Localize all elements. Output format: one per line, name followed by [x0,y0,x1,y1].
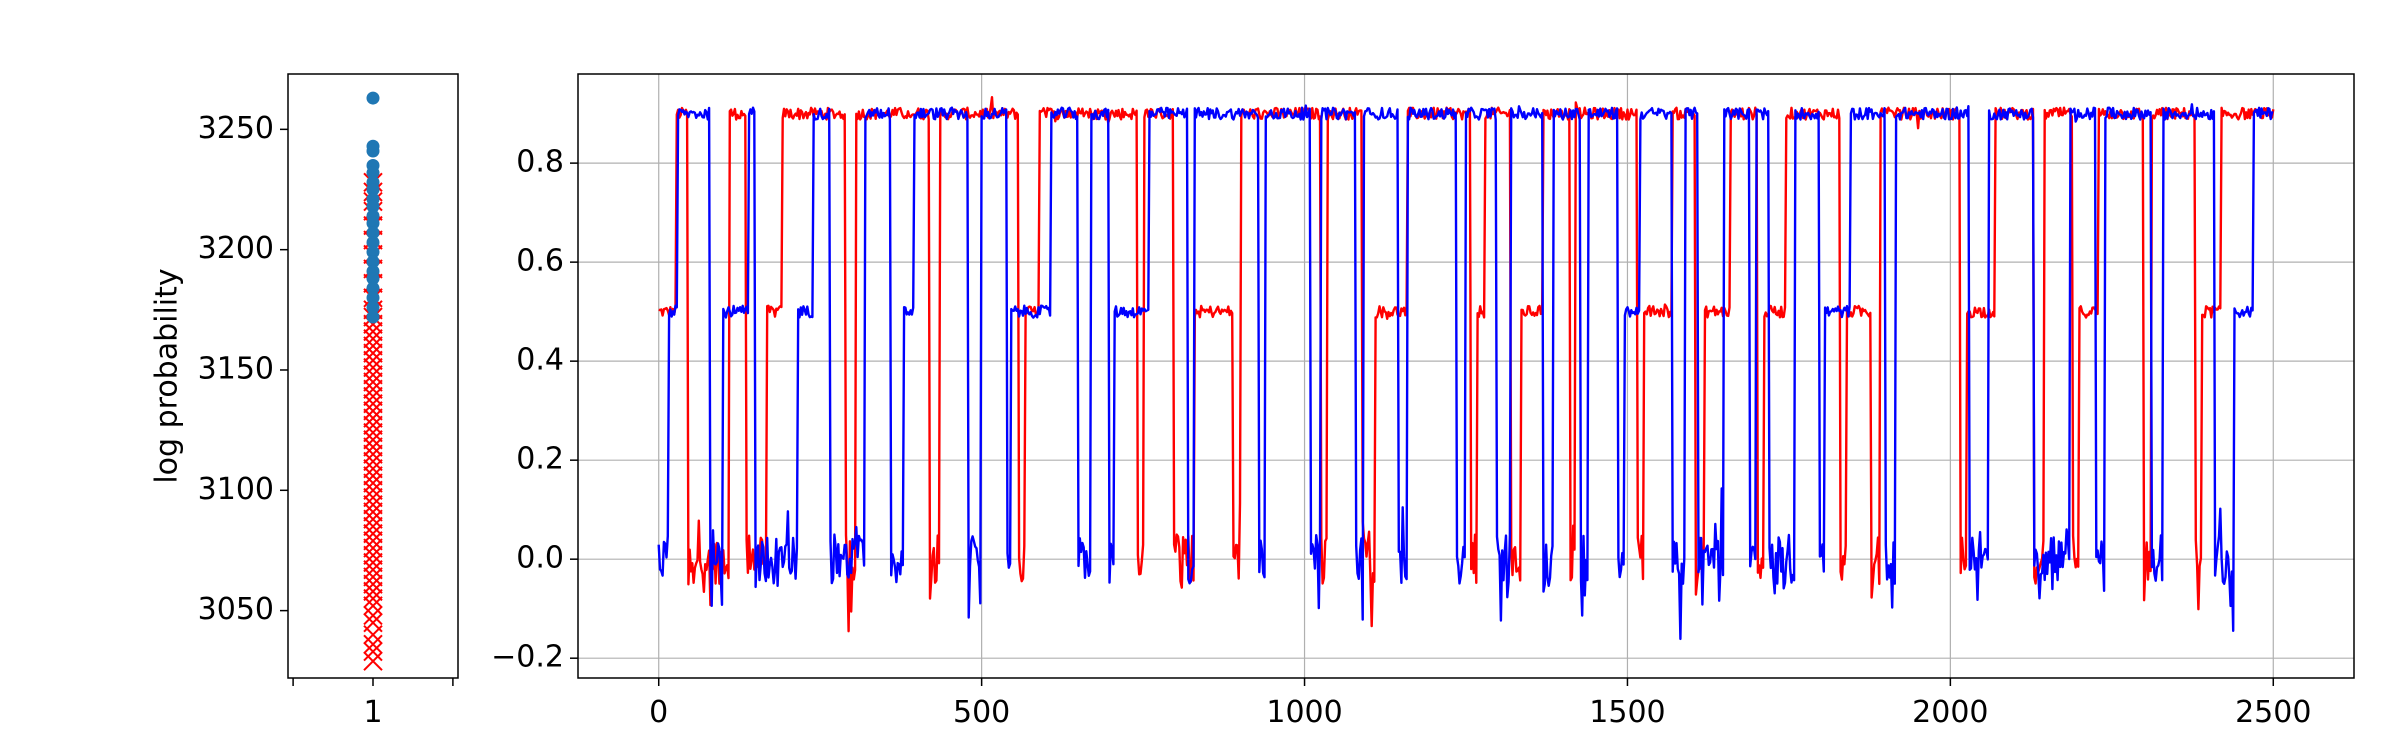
right-x-ticks: 0 500 1000 1500 2000 2500 [649,678,2311,730]
red-x-marker [363,444,383,464]
red-x-marker [363,401,383,421]
red-x-marker [363,466,383,486]
right-y-ticks: −0.2 0.0 0.2 0.4 0.6 0.8 [491,145,578,675]
red-x-marker [363,560,383,580]
red-x-marker [363,393,383,414]
right-x-tick-label: 1500 [1589,695,1665,730]
red-x-marker [363,523,383,544]
red-x-marker [363,437,383,457]
red-x-marker [363,641,383,662]
blue-dot-marker [366,300,380,314]
left-x-ticks: 1 [292,678,454,730]
red-x-marker [363,634,383,655]
right-y-tick-label: 0.6 [516,244,564,279]
blue-dot-marker [366,255,380,269]
left-x-tick-label: 1 [363,695,382,730]
trace-panel: −0.2 0.0 0.2 0.4 0.6 0.8 0 500 1000 1500 2000 2500 [491,73,2355,730]
left-y-tick-label: 3050 [198,592,274,627]
blue-dot-marker [366,144,380,158]
red-x-marker [363,386,383,407]
right-y-tick-label: 0.2 [516,442,564,477]
red-x-marker [363,612,383,633]
red-x-marker [363,473,383,493]
right-x-tick-label: 500 [953,695,1010,730]
left-y-ticks: 3050 3100 3150 3200 3250 [198,111,288,627]
blue-dot-marker [366,245,380,259]
red-x-marker [363,531,383,551]
red-x-marker [363,350,383,371]
left-y-tick-label: 3150 [198,351,274,386]
red-x-marker [363,343,383,363]
red-x-marker [363,458,383,479]
left-y-tick-label: 3250 [198,111,274,146]
blue-dot-marker [366,291,380,305]
red-x-marker [363,596,383,616]
red-x-marker [363,495,383,515]
blue-dot-marker [366,216,380,230]
red-x-marker [363,379,383,399]
right-plot-frame [577,73,2355,679]
left-points-layer [363,91,383,671]
right-x-tick-label: 0 [649,695,668,730]
red-x-marker [363,487,383,508]
right-x-tick-label: 2500 [2235,695,2311,730]
red-x-marker [363,480,383,501]
left-y-tick-label: 3100 [198,472,274,507]
blue-dot-marker [366,199,380,213]
red-x-marker [363,588,383,609]
red-x-marker [363,357,383,378]
red-x-marker [363,651,383,671]
blue-dot-marker [366,272,380,286]
red-x-marker [363,430,383,450]
blue-dot-marker [366,281,380,295]
red-x-marker [363,408,383,428]
red-x-marker [363,516,383,537]
red-x-marker [363,545,383,565]
left-y-axis-label: log probability [150,268,185,483]
red-x-marker [363,422,383,443]
right-y-tick-label: −0.2 [491,640,564,675]
red-x-marker [363,605,383,626]
red-x-marker [363,336,383,356]
blue-dot-marker [366,226,380,240]
red-x-marker [363,365,383,385]
red-x-marker [363,321,383,342]
log-probability-panel: 3050 3100 3150 3200 3250 1 log probability [150,73,459,730]
red-x-marker [363,328,383,349]
red-x-marker [363,502,383,522]
right-y-tick-label: 0.0 [516,541,564,576]
right-x-tick-label: 1000 [1266,695,1342,730]
blue-dot-marker [366,91,380,105]
blue-dot-marker [366,310,380,324]
right-y-tick-label: 0.4 [516,343,564,378]
red-x-marker [363,567,383,587]
blue-dot-marker [366,166,380,180]
red-x-marker [363,552,383,573]
red-x-marker [363,372,383,392]
blue-dot-marker [366,235,380,249]
red-x-marker [363,581,383,602]
right-y-tick-label: 0.8 [516,145,564,180]
red-x-marker [363,415,383,436]
right-lines-layer [657,96,2275,641]
blue-trace-line [657,103,2274,641]
red-x-marker [363,538,383,558]
right-x-tick-label: 2000 [1912,695,1988,730]
red-x-marker [363,574,383,594]
red-x-marker [363,451,383,472]
red-x-marker [363,509,383,529]
left-y-tick-label: 3200 [198,231,274,266]
blue-dot-marker [366,183,380,197]
